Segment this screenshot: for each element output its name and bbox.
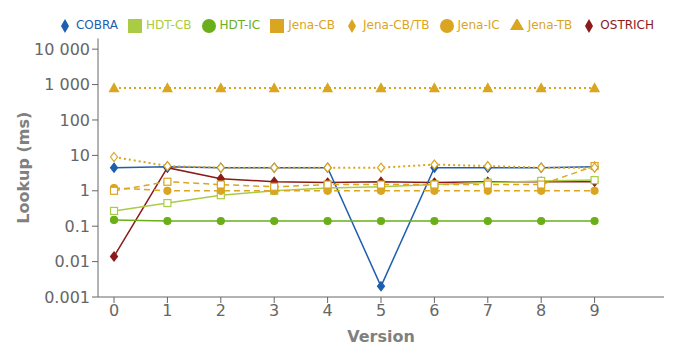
svg-text:Lookup (ms): Lookup (ms) — [14, 112, 33, 224]
svg-text:7: 7 — [483, 301, 493, 320]
html-text:Jena-CB/TB: Jena-CB/TB — [363, 18, 430, 32]
svg-text:10: 10 — [70, 146, 90, 165]
svg-text:0.01: 0.01 — [54, 252, 90, 271]
svg-text:0.001: 0.001 — [44, 288, 90, 307]
svg-text:Version: Version — [347, 327, 415, 346]
svg-text:9: 9 — [589, 301, 599, 320]
svg-text:100: 100 — [59, 111, 90, 130]
svg-text:1 000: 1 000 — [44, 75, 90, 94]
svg-text:2: 2 — [216, 301, 226, 320]
html-text:Jena-IC: Jena-IC — [457, 18, 500, 32]
html-text:HDT-CB: HDT-CB — [146, 18, 192, 32]
html-text:Jena-CB: Jena-CB — [288, 18, 336, 32]
svg-text:5: 5 — [376, 301, 386, 320]
svg-text:10 000: 10 000 — [34, 40, 90, 59]
html-text:OSTRICH: OSTRICH — [600, 18, 654, 32]
svg-text:0.1: 0.1 — [65, 217, 90, 236]
svg-text:3: 3 — [269, 301, 279, 320]
html-text:COBRA: COBRA — [75, 18, 119, 32]
svg-text:8: 8 — [536, 301, 546, 320]
svg-text:0: 0 — [109, 301, 119, 320]
svg-text:6: 6 — [429, 301, 439, 320]
svg-text:1: 1 — [80, 181, 90, 200]
html-text:Jena-TB: Jena-TB — [527, 18, 573, 32]
svg-text:4: 4 — [323, 301, 333, 320]
html-text:HDT-IC: HDT-IC — [219, 18, 261, 32]
svg-text:1: 1 — [162, 301, 172, 320]
